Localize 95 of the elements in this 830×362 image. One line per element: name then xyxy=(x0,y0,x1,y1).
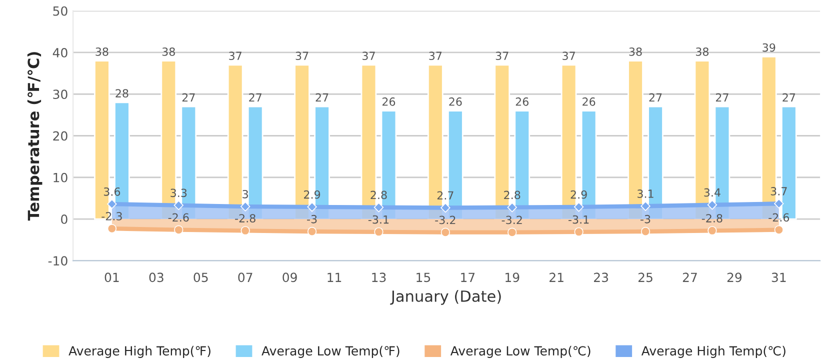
data-label: -3.1 xyxy=(368,215,389,224)
y-axis-title: Temperature (℉/℃) xyxy=(27,52,42,221)
x-tick-label: 25 xyxy=(638,272,652,282)
data-label: -2.6 xyxy=(768,213,790,222)
data-label: 27 xyxy=(249,93,262,102)
point xyxy=(374,202,384,212)
data-label: 2.8 xyxy=(370,190,387,200)
data-label: 38 xyxy=(162,47,175,56)
point xyxy=(107,224,117,234)
data-label: 27 xyxy=(716,93,728,102)
point xyxy=(240,226,250,236)
x-tick-label: 09 xyxy=(282,272,297,282)
data-label: 3.4 xyxy=(704,188,720,197)
data-label: 37 xyxy=(429,52,442,60)
x-tick-label: 21 xyxy=(550,272,564,282)
data-label: -3 xyxy=(640,214,650,224)
x-tick-label: 19 xyxy=(506,272,520,282)
x-tick-label: 13 xyxy=(372,272,386,282)
point xyxy=(374,227,384,236)
x-tick-label: 05 xyxy=(194,272,208,282)
data-label: -2.8 xyxy=(702,214,722,222)
data-label: 27 xyxy=(649,93,662,102)
point xyxy=(708,226,717,236)
point xyxy=(508,228,517,237)
data-label: 38 xyxy=(696,47,709,56)
data-label: 27 xyxy=(316,93,328,102)
data-label: 2.9 xyxy=(570,190,587,199)
data-label: 28 xyxy=(116,89,128,98)
data-label: 37 xyxy=(496,52,508,60)
y-tick-label: 10 xyxy=(54,172,68,182)
y-tick-label: 40 xyxy=(52,48,68,58)
point xyxy=(174,200,184,210)
x-tick-label: 29 xyxy=(727,272,742,282)
data-label: 26 xyxy=(449,97,462,106)
data-label: 2.8 xyxy=(504,190,520,200)
data-label: 3 xyxy=(242,190,248,198)
data-label: 37 xyxy=(296,52,308,60)
x-tick-label: 17 xyxy=(461,272,475,282)
data-label: 3.1 xyxy=(638,190,654,198)
data-label: 39 xyxy=(762,43,776,52)
data-label: -3.1 xyxy=(568,215,589,224)
data-label: -2.6 xyxy=(168,213,189,222)
x-tick-label: 01 xyxy=(104,272,119,282)
point xyxy=(640,201,650,211)
data-label: -2.8 xyxy=(235,214,256,222)
data-label: 38 xyxy=(629,47,642,56)
data-label: 3.3 xyxy=(170,188,187,198)
y-tick-label: 0 xyxy=(61,214,68,224)
point xyxy=(240,202,250,212)
data-label: 3.7 xyxy=(770,187,787,196)
legend-label: Average Low Temp(℉) xyxy=(262,346,400,358)
x-tick-label: 31 xyxy=(772,272,786,282)
point xyxy=(307,202,317,212)
data-label: 37 xyxy=(362,52,375,60)
point xyxy=(774,198,784,208)
data-label: 3.6 xyxy=(104,187,120,196)
data-label: 2.9 xyxy=(304,190,320,199)
data-label: -2.3 xyxy=(102,212,122,220)
x-tick-label: 23 xyxy=(594,272,608,282)
point xyxy=(107,199,117,209)
data-label: 26 xyxy=(516,97,528,106)
data-label: 27 xyxy=(182,93,195,102)
point xyxy=(574,202,584,212)
point xyxy=(640,226,650,236)
data-label: -3.2 xyxy=(502,216,522,224)
legend-label: Average Low Temp(℃) xyxy=(450,346,590,358)
data-label: -3.2 xyxy=(435,216,456,224)
data-label: 2.7 xyxy=(437,191,454,200)
point xyxy=(774,225,784,234)
legend-label: Average High Temp(℃) xyxy=(641,346,786,358)
point xyxy=(440,202,450,213)
data-label: 38 xyxy=(96,47,108,56)
point xyxy=(307,226,317,236)
x-tick-label: 15 xyxy=(416,272,430,282)
y-tick-label: 30 xyxy=(53,90,68,100)
data-label: 37 xyxy=(229,52,242,60)
data-label: 37 xyxy=(562,52,575,60)
y-tick-label: -10 xyxy=(48,256,68,266)
x-axis-title: January (Date) xyxy=(390,290,501,305)
point xyxy=(440,228,450,237)
x-tick-label: 27 xyxy=(682,272,697,282)
point xyxy=(507,202,517,212)
x-tick-label: 03 xyxy=(149,272,164,282)
data-label: 26 xyxy=(382,97,396,106)
y-tick-label: 20 xyxy=(53,131,68,141)
x-tick-label: 07 xyxy=(238,272,252,282)
point xyxy=(174,225,184,234)
data-label: -3 xyxy=(307,214,317,224)
data-label: 27 xyxy=(782,93,796,102)
x-tick-label: 11 xyxy=(328,272,342,282)
data-label: 26 xyxy=(582,97,596,106)
legend-label: Average High Temp(℉) xyxy=(68,346,210,358)
point xyxy=(574,227,584,236)
point xyxy=(707,200,718,210)
y-tick-label: 50 xyxy=(53,6,68,16)
